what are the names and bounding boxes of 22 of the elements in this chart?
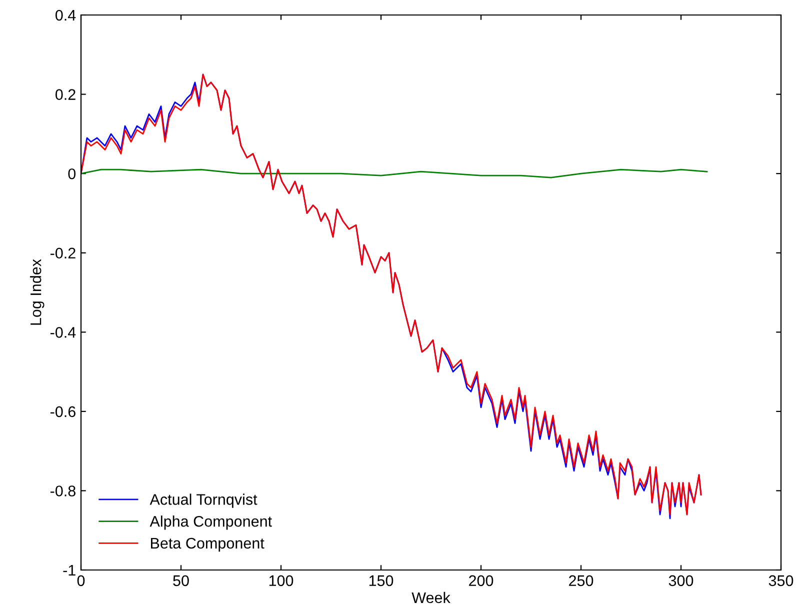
x-tick-label: 150 [369,575,394,586]
line-series [81,168,708,178]
x-tick-label: 100 [269,575,294,586]
y-tick-label: 0 [68,168,76,180]
y-axis-title: Log Index [30,259,44,325]
x-tick-label: 300 [668,575,694,586]
y-tick-label: -0.8 [50,486,76,496]
x-tick-label: 50 [173,575,189,586]
legend-label: Beta Component [151,538,264,552]
x-tick-label: 250 [569,575,594,586]
y-tick-label: -0.4 [50,327,76,338]
y-tick-label: -0.6 [50,406,76,418]
x-tick-label: 200 [469,575,494,586]
x-tick-label: 350 [768,575,794,586]
x-axis-title: Week [412,592,450,604]
x-tick-label: 0 [77,575,85,586]
y-tick-label: 0.2 [56,89,76,100]
legend-label: Alpha Component [150,516,272,530]
legend-label: Actual Tornqvist [150,494,258,508]
y-tick-label: -1 [63,565,76,576]
y-tick-label: -0.2 [50,248,76,259]
y-tick-label: 0.4 [56,10,76,21]
